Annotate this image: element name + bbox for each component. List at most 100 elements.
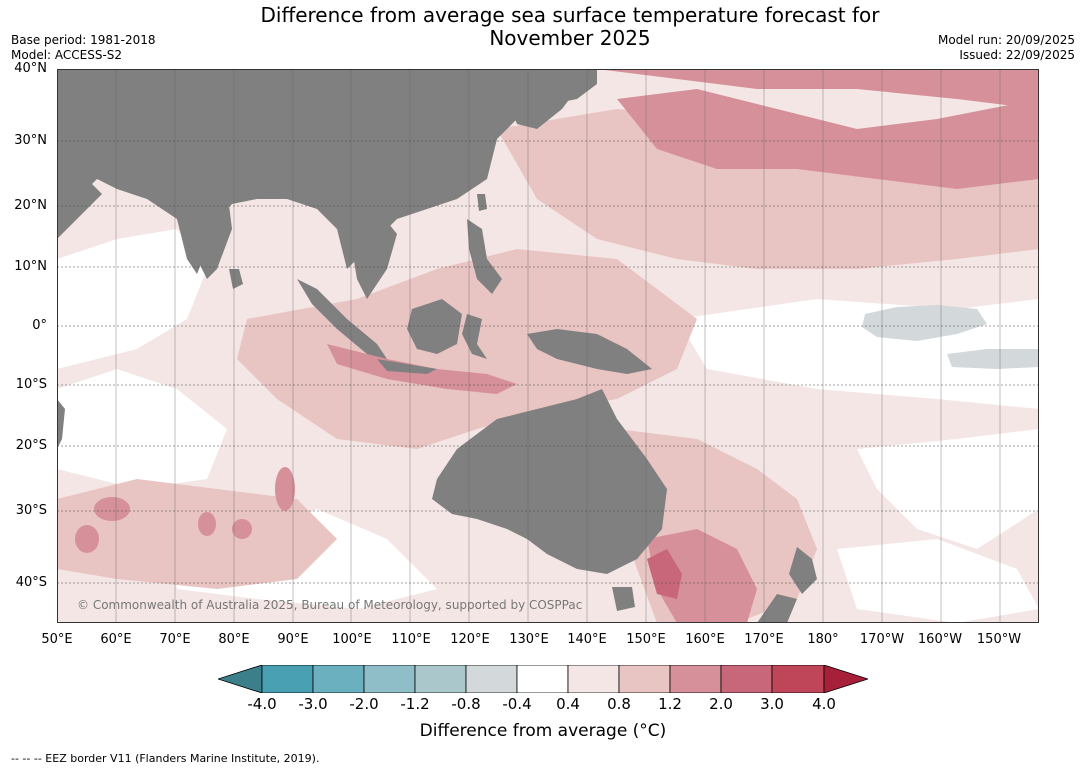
meridians xyxy=(115,69,1001,623)
map-title: Difference from average sea surface temp… xyxy=(220,4,920,50)
warm-strong-kuroshio xyxy=(617,89,1039,189)
new-guinea-island xyxy=(527,329,652,374)
meta-right: Model run: 20/09/2025 Issued: 22/09/2025 xyxy=(938,33,1075,63)
australia-land xyxy=(432,389,667,574)
issued-date: Issued: 22/09/2025 xyxy=(959,48,1075,62)
taiwan-island xyxy=(477,194,487,211)
colorbar-segment-11 xyxy=(771,665,825,693)
map-border xyxy=(57,69,1039,623)
colorbar-arrow-left xyxy=(218,665,263,693)
colorbar-segment-8 xyxy=(618,665,671,693)
neutral-region-north xyxy=(57,229,207,369)
philippines-land xyxy=(467,219,502,294)
warm-strong-patch-2 xyxy=(75,525,99,553)
lon-label-130e: 130°E xyxy=(509,632,549,647)
lon-label-160w: 160°W xyxy=(917,632,963,647)
lat-label-20s: 20°S xyxy=(15,438,47,453)
sri-lanka xyxy=(229,269,243,289)
warm-very-tasman xyxy=(647,549,682,599)
tasmania-island xyxy=(612,587,635,611)
colorbar-segment-6 xyxy=(516,665,569,693)
lon-label-60e: 60°E xyxy=(100,632,132,647)
sst-anomaly-map[interactable] xyxy=(57,69,1039,623)
new-zealand-south xyxy=(757,594,797,623)
warm-strong-patch-5 xyxy=(232,519,252,539)
colorbar-segment-9 xyxy=(669,665,722,693)
arabia-land xyxy=(57,169,102,239)
lat-label-30s: 30°S xyxy=(15,503,47,518)
warm-strong-patch-4 xyxy=(198,512,216,536)
warm-mid-central xyxy=(237,249,697,449)
model-name: Model: ACCESS-S2 xyxy=(11,48,123,62)
model-run: Model run: 20/09/2025 xyxy=(937,33,1075,47)
neutral-region-sw xyxy=(57,369,227,489)
colorbar-tick-10: 2.0 xyxy=(709,695,733,713)
warm-mid-south-indian xyxy=(57,479,337,589)
colorbar-tick-8: 0.8 xyxy=(607,695,631,713)
lon-label-90e: 90°E xyxy=(277,632,309,647)
warm-strong-patch-1 xyxy=(94,497,130,521)
lon-label-150e: 150°E xyxy=(626,632,666,647)
colorbar-tick-7: 0.4 xyxy=(556,695,580,713)
colorbar-label: Difference from average (°C) xyxy=(419,721,667,741)
lon-label-170e: 170°E xyxy=(744,632,784,647)
colorbar-segment-7 xyxy=(567,665,620,693)
colorbar-tick-6: -0.4 xyxy=(502,695,532,713)
lon-label-120e: 120°E xyxy=(450,632,490,647)
japan-land xyxy=(507,74,577,129)
copyright-notice: © Commonwealth of Australia 2025, Bureau… xyxy=(77,598,583,612)
java-island xyxy=(377,359,437,374)
madagascar-island xyxy=(57,399,65,449)
lon-label-180: 180° xyxy=(807,632,839,647)
colorbar xyxy=(218,665,868,693)
warm-strong-tasman xyxy=(647,529,757,623)
base-period: Base period: 1981-2018 xyxy=(11,33,156,47)
colorbar-tick-12: 4.0 xyxy=(812,695,836,713)
meta-left: Base period: 1981-2018 Model: ACCESS-S2 xyxy=(11,33,156,63)
warm-strong-north-edge xyxy=(597,69,1039,109)
lat-label-20n: 20°N xyxy=(14,198,47,213)
lat-label-40s: 40°S xyxy=(15,575,47,590)
lon-label-170w: 170°W xyxy=(859,632,905,647)
colorbar-tick-2: -3.0 xyxy=(298,695,328,713)
title-line-1: Difference from average sea surface temp… xyxy=(260,3,880,27)
map-canvas xyxy=(57,69,1039,623)
colorbar-tick-5: -0.8 xyxy=(451,695,481,713)
lon-label-110e: 110°E xyxy=(391,632,431,647)
neutral-region-se-pacific xyxy=(857,429,1039,549)
cool-patch-equatorial-1 xyxy=(862,305,987,341)
colorbar-arrow-right xyxy=(823,665,868,693)
colorbar-tick-1: -4.0 xyxy=(247,695,277,713)
lon-label-50e: 50°E xyxy=(41,632,73,647)
colorbar-segment-3 xyxy=(363,665,416,693)
colorbar-segment-10 xyxy=(720,665,773,693)
colorbar-segment-2 xyxy=(312,665,365,693)
colorbar-tick-3: -2.0 xyxy=(349,695,379,713)
warm-mid-north-pacific xyxy=(497,109,1039,269)
lat-label-10s: 10°S xyxy=(15,377,47,392)
indochina-land xyxy=(337,199,397,299)
lon-label-160e: 160°E xyxy=(685,632,725,647)
cool-patch-equatorial-2 xyxy=(947,349,1039,369)
lon-label-140e: 140°E xyxy=(567,632,607,647)
borneo-island xyxy=(407,299,462,354)
colorbar-segment-1 xyxy=(261,665,314,693)
lat-label-30n: 30°N xyxy=(14,133,47,148)
neutral-region-far-south xyxy=(837,539,1039,623)
lat-label-0: 0° xyxy=(32,318,47,333)
eez-footnote: -- -- -- EEZ border V11 (Flanders Marine… xyxy=(11,752,320,765)
colorbar-tick-11: 3.0 xyxy=(760,695,784,713)
title-line-2: November 2025 xyxy=(489,26,651,50)
colorbar-tick-9: 1.2 xyxy=(658,695,682,713)
colorbar-segment-5 xyxy=(465,665,518,693)
lat-label-10n: 10°N xyxy=(14,259,47,274)
new-zealand-north xyxy=(789,547,817,594)
lon-label-100e: 100°E xyxy=(332,632,372,647)
india-peninsula xyxy=(187,189,232,279)
warm-strong-patch-3 xyxy=(275,467,295,511)
colorbar-tick-4: -1.2 xyxy=(400,695,430,713)
sumatra-island xyxy=(297,279,387,359)
sulawesi-island xyxy=(462,314,487,359)
lon-label-150w: 150°W xyxy=(976,632,1022,647)
colorbar-segment-4 xyxy=(414,665,467,693)
